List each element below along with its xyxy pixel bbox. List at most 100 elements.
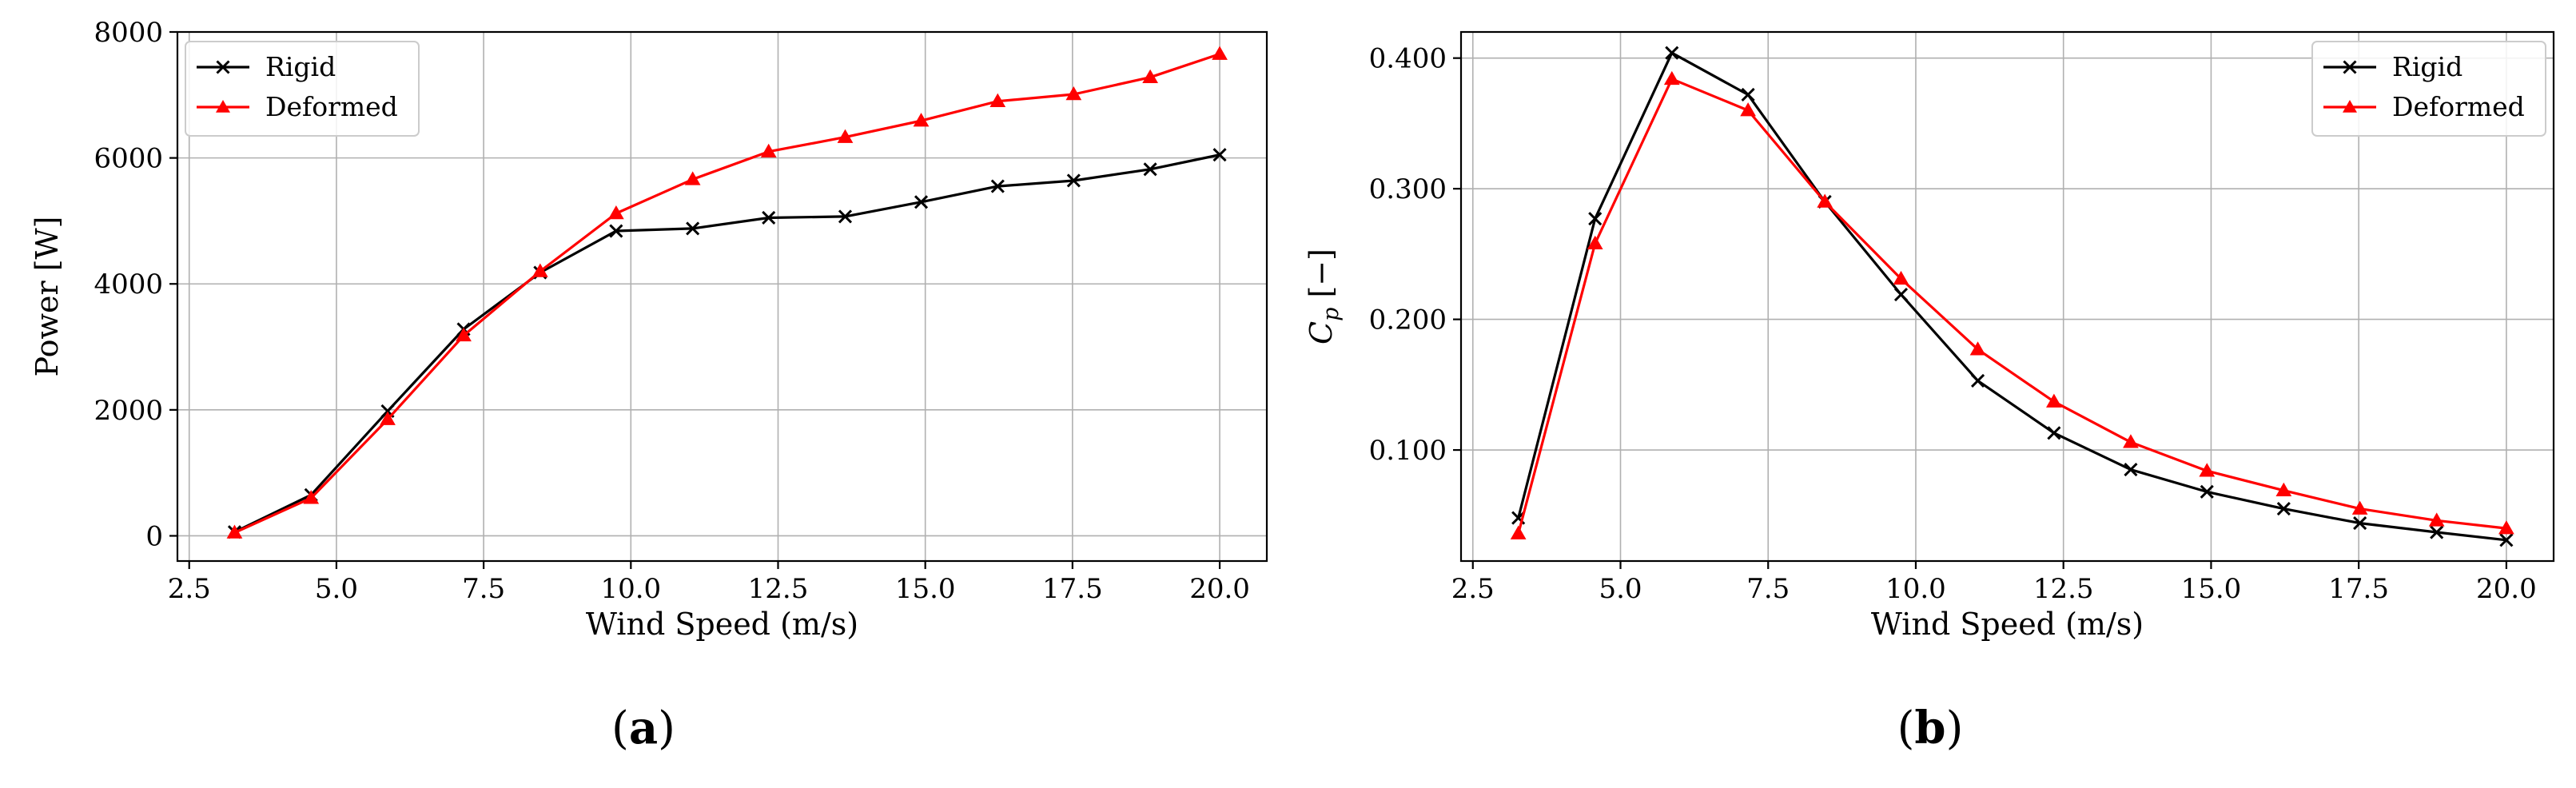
y-axis-label-main: C (1304, 321, 1339, 344)
legend-marker-rigid (216, 60, 230, 74)
data-point-rigid (1741, 87, 1755, 102)
data-point-deformed (1510, 525, 1527, 539)
x-tick-label: 5.0 (1599, 573, 1642, 605)
y-tick-label: 8000 (94, 17, 163, 49)
y-tick-label: 0.300 (1369, 173, 1447, 205)
legend-label-deformed: Deformed (2392, 91, 2525, 122)
series-line-deformed (233, 53, 1220, 534)
data-point-rigid (1066, 173, 1081, 188)
data-point-deformed (380, 411, 396, 425)
y-tick-label: 0.100 (1369, 435, 1447, 467)
y-tick-label: 2000 (94, 395, 163, 427)
legend-box (2311, 41, 2546, 137)
data-point-deformed (1893, 270, 1909, 285)
data-point-rigid (1893, 287, 1909, 302)
data-point-deformed (1663, 70, 1680, 86)
panel-label-b: (b) (1897, 702, 1964, 754)
x-tick-label: 15.0 (895, 573, 956, 605)
legend-label-rigid: Rigid (2392, 51, 2463, 82)
data-point-rigid (1665, 46, 1679, 60)
x-tick-label: 20.0 (2476, 573, 2537, 605)
y-tick-label: 4000 (94, 269, 163, 300)
data-point-rigid (1588, 212, 1603, 226)
data-point-deformed (989, 93, 1006, 107)
legend-marker-deformed (2343, 100, 2357, 113)
plot-frame (1459, 30, 2555, 563)
data-point-deformed (1969, 341, 1986, 356)
series-line-rigid (233, 153, 1220, 534)
data-point-deformed (684, 171, 701, 185)
series-line-deformed (1517, 78, 2507, 535)
data-point-deformed (2428, 512, 2445, 527)
data-point-deformed (1817, 193, 1833, 208)
x-tick-label: 2.5 (1451, 573, 1495, 605)
data-point-rigid (1143, 162, 1157, 177)
legend-label-rigid: Rigid (265, 51, 336, 82)
y-tick-label: 6000 (94, 143, 163, 175)
x-tick-label: 12.5 (748, 573, 809, 605)
x-tick-label: 17.5 (2328, 573, 2389, 605)
chart-b-cp: 2.5 5.0 7.5 10.0 12.5 15.0 17.5 20.0 0.100 0.200 0… (1304, 30, 2555, 642)
y-axis-label: Cp [−] (1304, 249, 1344, 344)
y-tick-label: 0.400 (1369, 43, 1447, 75)
data-point-deformed (837, 129, 854, 143)
x-tick-label: 20.0 (1189, 573, 1250, 605)
data-point-deformed (1142, 69, 1158, 83)
data-point-deformed (1212, 46, 1228, 60)
data-point-rigid (686, 221, 700, 236)
data-point-deformed (913, 113, 930, 127)
legend-box (185, 41, 420, 137)
data-point-deformed (1740, 102, 1756, 117)
legend-marker-rigid (2343, 60, 2357, 74)
data-point-rigid (2430, 525, 2444, 539)
x-tick-label: 2.5 (168, 573, 211, 605)
y-tick-label: 0.200 (1369, 304, 1447, 336)
y-axis-label-sub: p (1319, 308, 1344, 321)
data-point-deformed (1065, 86, 1082, 101)
x-axis-label: Wind Speed (m/s) (586, 607, 858, 642)
legend-marker-deformed (216, 100, 230, 113)
x-tick-label: 10.0 (600, 573, 661, 605)
data-point-rigid (2047, 426, 2061, 440)
data-point-deformed (2046, 393, 2062, 408)
legend-label-deformed: Deformed (265, 91, 398, 122)
plot-frame (176, 30, 1268, 563)
data-point-deformed (2275, 482, 2292, 496)
x-tick-label: 17.5 (1042, 573, 1103, 605)
data-point-rigid (762, 210, 776, 225)
data-point-deformed (226, 524, 243, 539)
data-point-deformed (456, 327, 472, 342)
y-axis-label-unit: [−] (1304, 249, 1339, 308)
y-axis-label: Power [W] (30, 217, 65, 377)
x-tick-label: 10.0 (1885, 573, 1946, 605)
data-point-deformed (2498, 520, 2514, 535)
x-axis-label: Wind Speed (m/s) (1871, 607, 2144, 642)
data-point-rigid (1212, 148, 1227, 162)
data-point-rigid (838, 209, 853, 224)
x-tick-label: 7.5 (1746, 573, 1790, 605)
x-tick-label: 5.0 (315, 573, 358, 605)
data-point-deformed (1587, 235, 1603, 250)
data-point-rigid (2499, 533, 2514, 547)
data-point-rigid (609, 224, 623, 238)
data-point-deformed (2199, 463, 2216, 477)
data-point-rigid (2353, 516, 2367, 531)
data-point-deformed (2123, 434, 2139, 448)
series-line-rigid (1517, 51, 2507, 542)
data-point-rigid (2276, 502, 2291, 516)
data-point-rigid (990, 179, 1005, 193)
data-point-deformed (2351, 500, 2368, 515)
data-point-rigid (2124, 463, 2138, 477)
data-point-deformed (608, 205, 624, 220)
y-tick-label: 0 (145, 520, 163, 552)
data-point-rigid (2200, 484, 2214, 499)
chart-a-power: 2.5 5.0 7.5 10.0 12.5 15.0 17.5 20.0 0 2000 4000 60… (30, 17, 1268, 642)
data-point-deformed (760, 143, 777, 157)
data-point-rigid (914, 195, 929, 209)
data-point-rigid (1970, 373, 1985, 388)
x-tick-label: 12.5 (2033, 573, 2094, 605)
data-point-deformed (303, 490, 320, 504)
data-point-deformed (532, 263, 548, 277)
x-tick-label: 7.5 (462, 573, 505, 605)
